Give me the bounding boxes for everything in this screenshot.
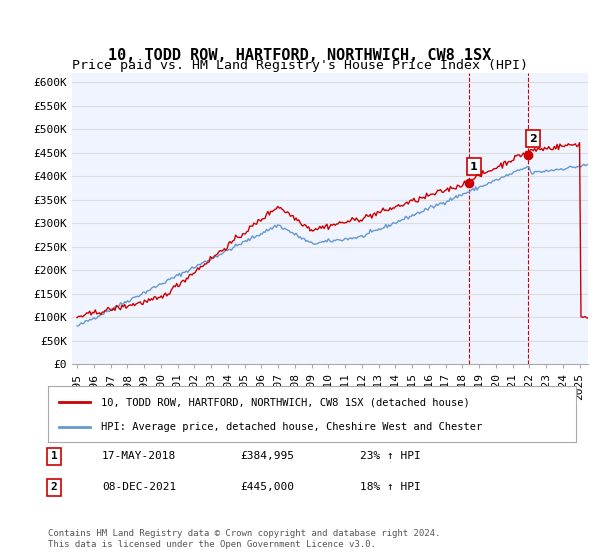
- Text: 18% ↑ HPI: 18% ↑ HPI: [360, 482, 421, 492]
- Text: 2: 2: [529, 133, 537, 143]
- Text: Price paid vs. HM Land Registry's House Price Index (HPI): Price paid vs. HM Land Registry's House …: [72, 59, 528, 72]
- Text: £445,000: £445,000: [240, 482, 294, 492]
- Text: 1: 1: [470, 162, 478, 172]
- Text: 10, TODD ROW, HARTFORD, NORTHWICH, CW8 1SX: 10, TODD ROW, HARTFORD, NORTHWICH, CW8 1…: [109, 48, 491, 63]
- Text: HPI: Average price, detached house, Cheshire West and Chester: HPI: Average price, detached house, Ches…: [101, 422, 482, 432]
- Text: 08-DEC-2021: 08-DEC-2021: [102, 482, 176, 492]
- Text: £384,995: £384,995: [240, 451, 294, 461]
- Text: 10, TODD ROW, HARTFORD, NORTHWICH, CW8 1SX (detached house): 10, TODD ROW, HARTFORD, NORTHWICH, CW8 1…: [101, 397, 470, 407]
- Text: Contains HM Land Registry data © Crown copyright and database right 2024.
This d: Contains HM Land Registry data © Crown c…: [48, 529, 440, 549]
- Text: 1: 1: [50, 451, 58, 461]
- Text: 23% ↑ HPI: 23% ↑ HPI: [360, 451, 421, 461]
- Text: 17-MAY-2018: 17-MAY-2018: [102, 451, 176, 461]
- Text: 2: 2: [50, 482, 58, 492]
